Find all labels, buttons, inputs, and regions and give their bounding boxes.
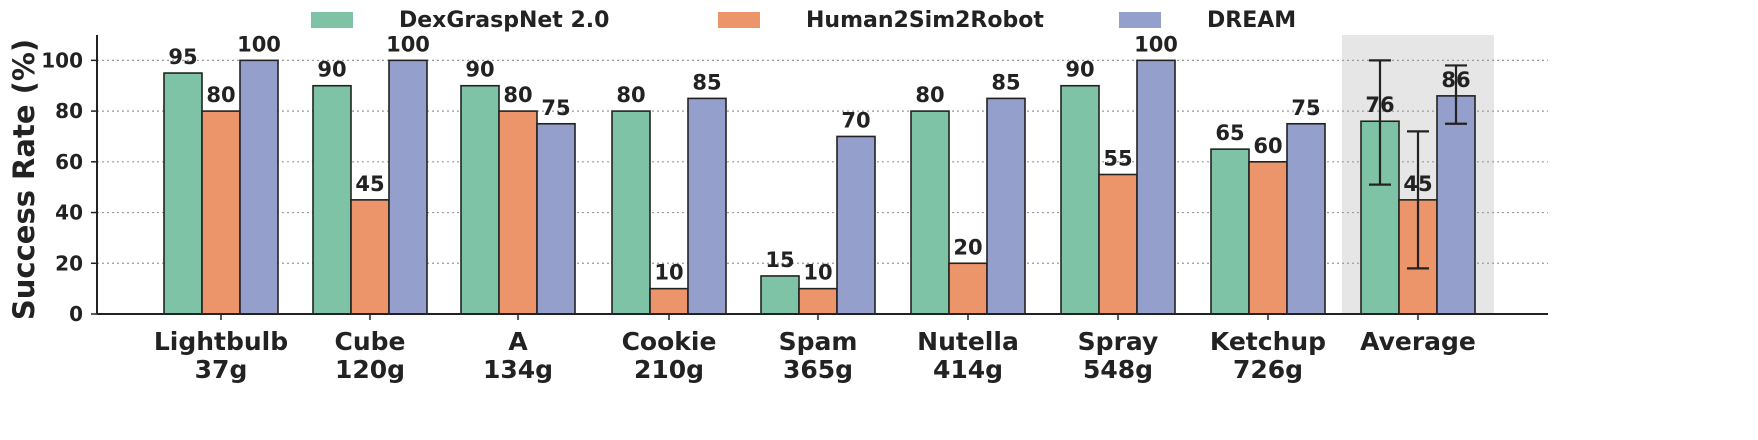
bar: [1060, 84, 1100, 315]
x-tick-sublabel: 37g: [195, 355, 248, 384]
data-label: 90: [317, 58, 346, 82]
x-tick-label: Cookie: [622, 327, 717, 356]
bar: [798, 287, 838, 315]
bar: [201, 110, 241, 315]
bar: [948, 262, 988, 315]
bar: [910, 110, 950, 315]
bar: [1210, 148, 1250, 315]
y-tick-label: 20: [55, 251, 83, 275]
bar: [536, 122, 576, 315]
data-label: 100: [1134, 32, 1178, 56]
bar: [760, 275, 800, 315]
bar: [611, 110, 651, 315]
y-axis-title: Success Rate (%): [7, 39, 41, 320]
data-label: 100: [237, 32, 281, 56]
y-tick-label: 60: [55, 150, 83, 174]
data-label: 85: [991, 70, 1020, 94]
data-label: 65: [1215, 121, 1244, 145]
x-tick-sublabel: 726g: [1233, 355, 1303, 384]
data-label: 100: [386, 32, 430, 56]
legend-label: DexGraspNet 2.0: [399, 8, 609, 33]
x-tick-sublabel: 134g: [483, 355, 553, 384]
data-label: 60: [1253, 134, 1282, 158]
data-label: 80: [915, 83, 944, 107]
bar: [163, 72, 203, 315]
bar: [1436, 95, 1476, 315]
x-tick-sublabel: 365g: [783, 355, 853, 384]
x-tick-label: Nutella: [917, 327, 1019, 356]
data-label: 90: [465, 58, 494, 82]
data-label: 55: [1103, 147, 1132, 171]
bar: [836, 135, 876, 315]
y-tick-label: 80: [55, 99, 83, 123]
x-tick-label: Cube: [335, 327, 406, 356]
bar: [1136, 59, 1176, 315]
legend-swatch: [311, 12, 353, 28]
bar: [687, 97, 727, 315]
bar: [312, 84, 352, 315]
bar: [1248, 161, 1288, 315]
data-label: 80: [616, 83, 645, 107]
bar: [239, 59, 279, 315]
data-label: 45: [355, 172, 384, 196]
bar: [1098, 173, 1138, 315]
legend-label: Human2Sim2Robot: [806, 8, 1044, 33]
bar: [1286, 122, 1326, 315]
x-tick-sublabel: 414g: [933, 355, 1003, 384]
y-tick-label: 40: [55, 201, 83, 225]
x-tick-label: Average: [1360, 327, 1476, 356]
data-label: 90: [1065, 58, 1094, 82]
x-tick-label: A: [508, 327, 528, 356]
legend-label: DREAM: [1207, 8, 1296, 33]
bar: [649, 287, 689, 315]
data-label: 10: [803, 261, 832, 285]
data-label: 75: [1291, 96, 1320, 120]
data-label: 75: [541, 96, 570, 120]
y-tick-label: 100: [41, 48, 83, 72]
x-tick-sublabel: 210g: [634, 355, 704, 384]
data-label: 20: [953, 235, 982, 259]
x-tick-sublabel: 120g: [335, 355, 405, 384]
data-label: 95: [168, 45, 197, 69]
data-label: 10: [654, 261, 683, 285]
y-tick-label: 0: [69, 302, 83, 326]
data-label: 15: [765, 248, 794, 272]
data-label: 80: [206, 83, 235, 107]
legend-swatch: [718, 12, 760, 28]
data-label: 70: [841, 108, 870, 132]
bar: [350, 199, 390, 315]
data-label: 85: [692, 70, 721, 94]
data-label: 80: [503, 83, 532, 107]
bar: [388, 59, 428, 315]
bar: [460, 84, 500, 315]
bar: [498, 110, 538, 315]
x-tick-label: Spray: [1078, 327, 1159, 356]
x-tick-sublabel: 548g: [1083, 355, 1153, 384]
x-tick-label: Spam: [779, 327, 858, 356]
bar: [986, 97, 1026, 315]
legend-swatch: [1119, 12, 1161, 28]
x-tick-label: Ketchup: [1210, 327, 1326, 356]
x-tick-label: Lightbulb: [154, 327, 288, 356]
